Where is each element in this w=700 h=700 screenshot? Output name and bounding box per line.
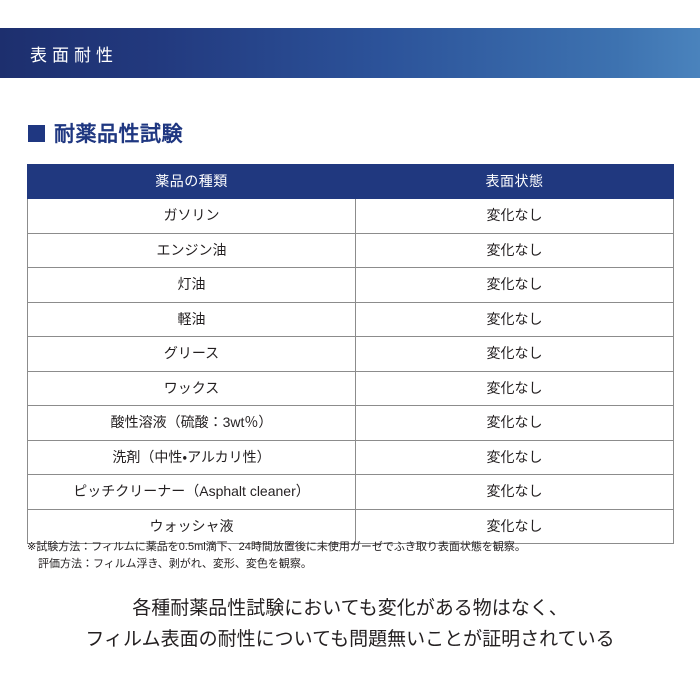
table-header-row: 薬品の種類 表面状態: [27, 164, 674, 199]
table-row: 灯油 変化なし: [27, 267, 674, 303]
cell-surface-state: 変化なし: [355, 370, 674, 406]
cell-surface-state: 変化なし: [355, 232, 674, 268]
cell-surface-state: 変化なし: [355, 405, 674, 441]
banner-title: 表面耐性: [30, 45, 118, 65]
footnote-test-method: ※試験方法：フィルムに薬品を0.5ml滴下、24時間放置後に未使用ガーゼでふき取…: [27, 541, 526, 553]
cell-surface-state: 変化なし: [355, 198, 674, 234]
table-row: エンジン油 変化なし: [27, 232, 674, 268]
cell-chemical: 洗剤（中性・アルカリ性）: [27, 439, 356, 475]
cell-surface-state: 変化なし: [355, 508, 674, 544]
table-row: 軽油 変化なし: [27, 301, 674, 337]
cell-chemical: グリース: [27, 336, 356, 372]
cell-surface-state: 変化なし: [355, 439, 674, 475]
conclusion-text: 各種耐薬品性試験においても変化がある物はなく、 フィルム表面の耐性についても問題…: [0, 593, 700, 655]
conclusion-line-2: フィルム表面の耐性についても問題無いことが証明されている: [85, 629, 615, 650]
section-heading: 耐薬品性試験: [28, 118, 183, 148]
cell-surface-state: 変化なし: [355, 267, 674, 303]
cell-chemical: 軽油: [27, 301, 356, 337]
column-header-surface-state: 表面状態: [355, 164, 674, 199]
table-row: ガソリン 変化なし: [27, 198, 674, 234]
table-row: 洗剤（中性・アルカリ性） 変化なし: [27, 439, 674, 475]
table-body: ガソリン 変化なし エンジン油 変化なし 灯油 変化なし 軽油 変化なし グリース 変化なし ワック…: [27, 198, 674, 544]
cell-chemical: 酸性溶液（硫酸：3wt％）: [27, 405, 356, 441]
cell-surface-state: 変化なし: [355, 336, 674, 372]
section-title: 耐薬品性試験: [54, 123, 183, 146]
cell-chemical: ワックス: [27, 370, 356, 406]
cell-surface-state: 変化なし: [355, 474, 674, 510]
table-row: ピッチクリーナー（Asphalt cleaner） 変化なし: [27, 474, 674, 510]
conclusion-line-1: 各種耐薬品性試験においても変化がある物はなく、: [132, 598, 568, 619]
table-row: グリース 変化なし: [27, 336, 674, 372]
cell-chemical: エンジン油: [27, 232, 356, 268]
table-row: ウォッシャ液 変化なし: [27, 508, 674, 544]
column-header-chemical: 薬品の種類: [27, 164, 356, 199]
page-banner: 表面耐性: [0, 28, 700, 78]
table-header: 薬品の種類 表面状態: [27, 164, 674, 199]
cell-surface-state: 変化なし: [355, 301, 674, 337]
table-row: 酸性溶液（硫酸：3wt％） 変化なし: [27, 405, 674, 441]
table-row: ワックス 変化なし: [27, 370, 674, 406]
cell-chemical: ウォッシャ液: [27, 508, 356, 544]
cell-chemical: ピッチクリーナー（Asphalt cleaner）: [27, 474, 356, 510]
footnote: ※試験方法：フィルムに薬品を0.5ml滴下、24時間放置後に未使用ガーゼでふき取…: [27, 539, 526, 573]
footnote-evaluation-method: 評価方法：フィルム浮き、剥がれ、変形、変色を観察。: [38, 558, 312, 570]
cell-chemical: 灯油: [27, 267, 356, 303]
chemical-resistance-table: 薬品の種類 表面状態 ガソリン 変化なし エンジン油 変化なし 灯油 変化なし 軽油 変化なし…: [27, 164, 674, 544]
cell-chemical: ガソリン: [27, 198, 356, 234]
filled-square-icon: [28, 124, 45, 142]
